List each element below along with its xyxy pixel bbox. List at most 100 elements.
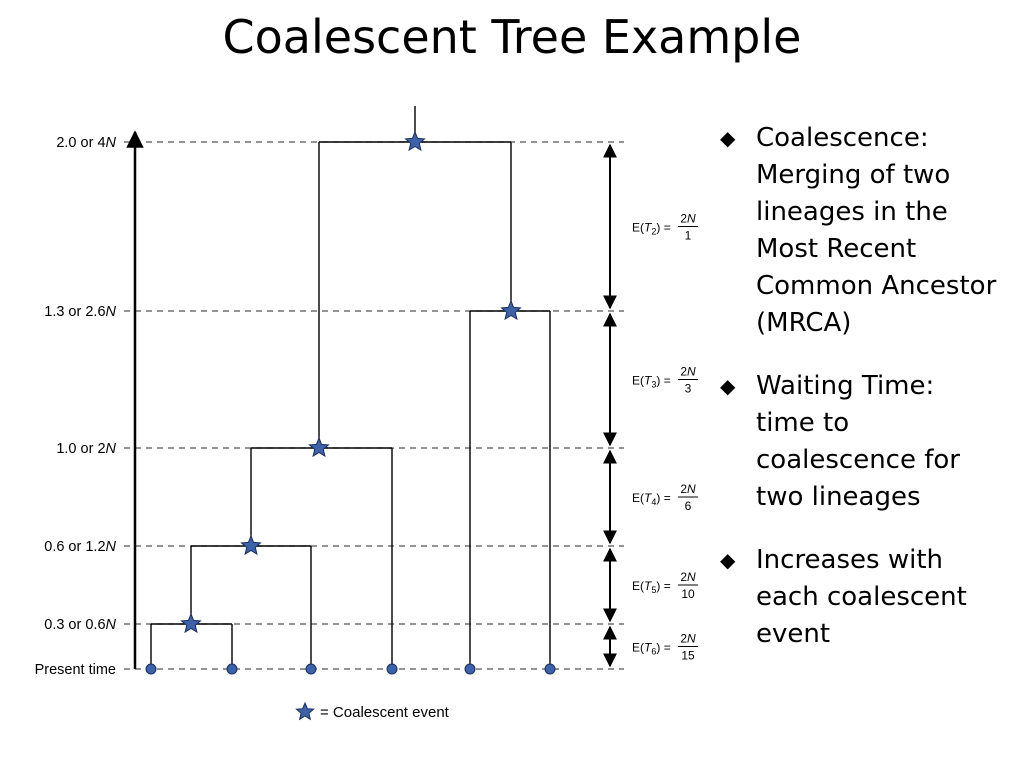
level-label-number: 0.6 or 1.2 bbox=[44, 539, 105, 555]
level-label-t2: 0.6 or 1.2N bbox=[44, 539, 116, 555]
expectation-text: E(T6) = bbox=[632, 641, 671, 657]
expectation-var: T bbox=[644, 491, 653, 505]
fraction-denominator: 15 bbox=[681, 649, 695, 663]
numerator-digit: 2 bbox=[680, 365, 687, 379]
present-lineage-node bbox=[464, 663, 476, 675]
fraction-denominator: 10 bbox=[681, 587, 695, 601]
bullet-line: (MRCA) bbox=[756, 308, 852, 338]
bullet-line: two lineages bbox=[756, 482, 921, 512]
bullet-line: Most Recent bbox=[756, 234, 917, 264]
fraction-numerator: 2N bbox=[680, 570, 696, 584]
level-label-unit: N bbox=[106, 539, 117, 555]
numerator-unit: N bbox=[687, 570, 696, 584]
fraction-denominator: 6 bbox=[685, 499, 692, 513]
bullet-list: ◆ Coalescence: Merging of two lineages i… bbox=[720, 120, 1020, 679]
expected-waiting-time-label: E(T6) = 2N 15 bbox=[632, 632, 698, 663]
expectation-equals: ) = bbox=[656, 641, 670, 655]
coalescent-event-star-icon bbox=[240, 534, 262, 556]
bullet-line: Coalescence: bbox=[756, 123, 929, 153]
expectation-text: E(T5) = bbox=[632, 579, 671, 595]
fraction-denominator: 3 bbox=[685, 382, 692, 396]
expected-waiting-time-label: E(T2) =2N1 bbox=[632, 212, 698, 243]
expectation-prefix: E( bbox=[632, 221, 644, 235]
legend-star-icon bbox=[295, 701, 315, 721]
bullet-line: event bbox=[756, 619, 831, 649]
coalescent-event-star-icon bbox=[308, 436, 330, 458]
fraction-numerator: 2N bbox=[680, 365, 696, 379]
bullet-increases: ◆ Increases with each coalescent event bbox=[720, 542, 1020, 653]
expectation-subscript: 3 bbox=[651, 380, 656, 390]
level-label-t5: 2.0 or 4N bbox=[56, 135, 116, 151]
level-label-unit: N bbox=[106, 304, 117, 320]
diamond-bullet-icon: ◆ bbox=[720, 126, 736, 150]
numerator-digit: 2 bbox=[680, 482, 687, 496]
expectation-equals: ) = bbox=[656, 221, 670, 235]
expectation-text: E(T3) = bbox=[632, 374, 671, 390]
expectation-var: T bbox=[644, 579, 653, 593]
present-lineage-node bbox=[226, 663, 238, 675]
diamond-bullet-icon: ◆ bbox=[720, 548, 736, 572]
legend-text: = Coalescent event bbox=[320, 704, 450, 721]
coalescent-event-star-icon bbox=[404, 130, 426, 152]
fraction-numerator: 2N bbox=[680, 632, 696, 646]
numerator-digit: 2 bbox=[680, 212, 687, 226]
bullet-line: Waiting Time: bbox=[756, 371, 935, 401]
present-lineage-node bbox=[305, 663, 317, 675]
expectation-equals: ) = bbox=[656, 374, 670, 388]
numerator-unit: N bbox=[687, 482, 696, 496]
level-label-t1: 0.3 or 0.6N bbox=[44, 617, 116, 633]
bullet-line: time to bbox=[756, 408, 850, 438]
bullet-line: each coalescent bbox=[756, 582, 967, 612]
numerator-digit: 2 bbox=[680, 632, 687, 646]
level-label-t3: 1.0 or 2N bbox=[56, 441, 116, 457]
expectation-var: T bbox=[644, 221, 653, 235]
bullet-line: Increases with bbox=[756, 545, 944, 575]
fraction-numerator: 2N bbox=[680, 212, 696, 226]
bullet-line: Merging of two bbox=[756, 160, 951, 190]
expectation-text: E(T4) = bbox=[632, 491, 671, 507]
level-label-number: 1.0 or 2 bbox=[56, 441, 105, 457]
level-label-number: Present time bbox=[35, 662, 116, 678]
expectation-equals: ) = bbox=[656, 579, 670, 593]
present-lineage-node bbox=[145, 663, 157, 675]
bullet-waiting-time: ◆ Waiting Time: time to coalescence for … bbox=[720, 368, 1020, 516]
bullet-line: Common Ancestor bbox=[756, 271, 997, 301]
present-lineage-node bbox=[386, 663, 398, 675]
expected-waiting-time-label: E(T5) = 2N 10 bbox=[632, 570, 698, 601]
expectation-subscript: 2 bbox=[651, 227, 656, 237]
bullet-line: coalescence for bbox=[756, 445, 960, 475]
expectation-var: T bbox=[644, 374, 653, 388]
expectation-prefix: E( bbox=[632, 374, 644, 388]
expectation-subscript: 5 bbox=[651, 585, 656, 595]
slide-title: Coalescent Tree Example bbox=[222, 10, 802, 64]
fraction-numerator: 2N bbox=[680, 482, 696, 496]
expectation-text: E(T2) = bbox=[632, 221, 671, 237]
numerator-unit: N bbox=[687, 212, 696, 226]
diamond-bullet-icon: ◆ bbox=[720, 374, 736, 398]
level-label-unit: N bbox=[106, 441, 117, 457]
level-label-t0: Present time bbox=[35, 662, 116, 678]
level-label-number: 1.3 or 2.6 bbox=[44, 304, 105, 320]
level-label-t4: 1.3 or 2.6N bbox=[44, 304, 116, 320]
level-label-unit: N bbox=[106, 617, 117, 633]
expected-waiting-time-label: E(T3) =2N3 bbox=[632, 365, 698, 396]
coalescent-event-star-icon bbox=[500, 299, 522, 321]
expectation-prefix: E( bbox=[632, 579, 644, 593]
numerator-digit: 2 bbox=[680, 570, 687, 584]
expected-waiting-time-label: E(T4) = 2N 6 bbox=[632, 482, 698, 513]
expectation-subscript: 4 bbox=[651, 497, 656, 507]
coalescent-event-star-icon bbox=[180, 612, 202, 634]
numerator-unit: N bbox=[687, 365, 696, 379]
present-lineage-node bbox=[544, 663, 556, 675]
numerator-unit: N bbox=[687, 632, 696, 646]
expectation-prefix: E( bbox=[632, 491, 644, 505]
bullet-line: lineages in the bbox=[756, 197, 948, 227]
level-label-number: 2.0 or 4 bbox=[56, 135, 105, 151]
expectation-prefix: E( bbox=[632, 641, 644, 655]
expectation-subscript: 6 bbox=[651, 647, 656, 657]
expectation-equals: ) = bbox=[656, 491, 670, 505]
bullet-coalescence: ◆ Coalescence: Merging of two lineages i… bbox=[720, 120, 1020, 342]
level-label-number: 0.3 or 0.6 bbox=[44, 617, 105, 633]
fraction-denominator: 1 bbox=[685, 229, 692, 243]
